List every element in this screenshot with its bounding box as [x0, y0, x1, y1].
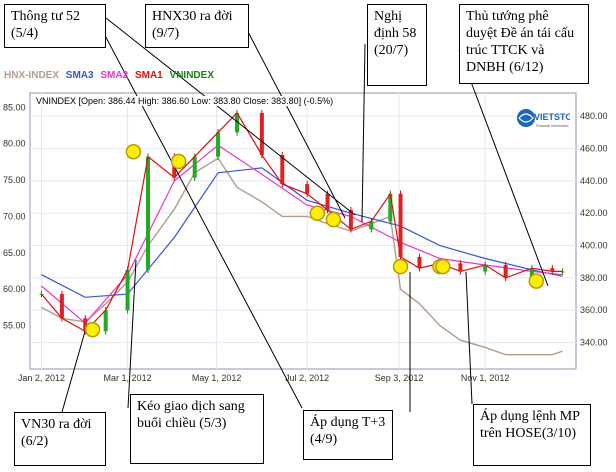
vnindex-candle [103, 310, 108, 332]
event-marker [325, 211, 342, 228]
vnindex-candle [192, 156, 197, 178]
event-marker [392, 258, 409, 275]
vnindex-candle [125, 269, 130, 311]
vnindex-candle [529, 268, 534, 278]
vnindex-candle [280, 154, 285, 185]
right-tick-label: 360.00 [580, 305, 608, 315]
callout-leader-lines [61, 17, 549, 413]
event-marker [125, 144, 142, 160]
vnindex-candle [305, 184, 310, 194]
vnindex-candle [235, 112, 240, 133]
left-tick-label: 80.00 [3, 139, 26, 149]
x-tick-label: Sep 3, 2012 [375, 373, 424, 383]
vnindex-candle [398, 193, 403, 257]
left-axis: 85.00 80.00 75.00 70.00 65.00 60.00 55.00 [3, 102, 26, 330]
right-axis: 480.00 460.00 440.00 420.00 400.00 380.00 360.… [580, 111, 608, 347]
leader-line [105, 17, 356, 216]
callout-nghi-dinh-58: Nghị định 58 (20/7) [367, 4, 427, 86]
vnindex-candle [388, 193, 393, 222]
leader-line [61, 327, 87, 413]
vnindex-candle [146, 156, 151, 270]
vnindex-candle [560, 271, 565, 273]
leader-line [465, 271, 473, 405]
event-marker [528, 273, 545, 289]
x-tick-label: Mar 1, 2012 [104, 373, 152, 383]
legend-sma3: SMA3 [65, 70, 94, 81]
right-tick-label: 400.00 [580, 241, 608, 251]
legend-hnx-index: HNX-INDEX [4, 70, 60, 81]
legend-sma2: SMA2 [100, 70, 129, 81]
x-axis: Jan 2, 2012 Mar 1, 2012 May 1, 2012 Jul 2, … [18, 373, 510, 383]
left-tick-label: 60.00 [3, 284, 26, 294]
callout-hnx30: HNX30 ra đời (9/7) [145, 4, 249, 48]
vnindex-candle [216, 132, 221, 157]
event-marker [84, 321, 101, 338]
leader-line [361, 43, 366, 223]
callout-keo-giao-dich: Kéo giao dịch sang buổi chiều (5/3) [130, 394, 264, 464]
callout-t3: Áp dụng T+3 (4/9) [303, 410, 393, 460]
vnindex-candle [259, 112, 264, 155]
x-tick-label: May 1, 2012 [192, 373, 242, 383]
leader-line [458, 49, 549, 287]
event-marker [170, 153, 187, 170]
event-markers [84, 144, 545, 338]
vnindex-candle [59, 294, 64, 319]
vietstock-logo: VIETSTOCK Financial Information [516, 106, 586, 139]
x-tick-label: Nov 1, 2012 [461, 373, 510, 383]
right-tick-label: 460.00 [580, 144, 608, 154]
legend-sma1: SMA1 [134, 70, 163, 81]
logo-text: VIETSTOCK [534, 112, 570, 122]
legend-vnindex: VNINDEX [169, 70, 214, 81]
right-tick-label: 340.00 [580, 338, 608, 348]
x-tick-label: Jul 2, 2012 [285, 373, 329, 383]
right-tick-label: 380.00 [580, 273, 608, 283]
plot-frame [29, 92, 577, 370]
chart-legend: HNX-INDEX SMA3 SMA2 SMA1 VNINDEX [4, 70, 218, 81]
vnindex-candle [83, 318, 88, 332]
vnindex-candle [458, 263, 463, 272]
x-tick-label: Jan 2, 2012 [18, 373, 65, 383]
vnindex-candle [369, 221, 374, 230]
right-tick-label: 480.00 [580, 111, 608, 121]
vnindex-candle [417, 256, 422, 269]
vnindex-candle [348, 209, 353, 230]
right-tick-label: 440.00 [580, 176, 608, 186]
callout-mp: Áp dụng lệnh MP trên HOSE(3/10) [473, 404, 591, 466]
chart-info-bar: VNINDEX [Open: 386.44 High: 386.60 Low: … [34, 96, 336, 106]
vnindex-candle [325, 193, 330, 210]
left-tick-label: 55.00 [3, 321, 26, 331]
vnindex-candle [483, 264, 488, 272]
leader-line [127, 259, 137, 409]
logo-tagline: Financial Information [536, 124, 569, 128]
callout-thong-tu-52: Thông tư 52 (5/4) [4, 4, 106, 48]
logo-globe-icon: VIETSTOCK Financial Information [517, 109, 586, 128]
callout-vn30: VN30 ra đời (6/2) [14, 412, 106, 466]
event-marker [435, 258, 451, 275]
leader-line [244, 25, 346, 219]
event-marker [309, 205, 326, 221]
left-tick-label: 65.00 [3, 248, 26, 258]
left-tick-label: 70.00 [3, 211, 26, 221]
grid-lines [30, 93, 576, 369]
vnindex-candle [503, 264, 508, 278]
left-tick-label: 75.00 [3, 175, 26, 185]
series-sma1 [41, 111, 563, 333]
callout-thu-tuong: Thủ tướng phê duyệt Đề án tái cấu trúc T… [459, 4, 589, 84]
left-tick-label: 85.00 [3, 102, 26, 112]
leader-line [99, 25, 303, 409]
right-tick-label: 420.00 [580, 208, 608, 218]
vnindex-candle [550, 268, 555, 272]
